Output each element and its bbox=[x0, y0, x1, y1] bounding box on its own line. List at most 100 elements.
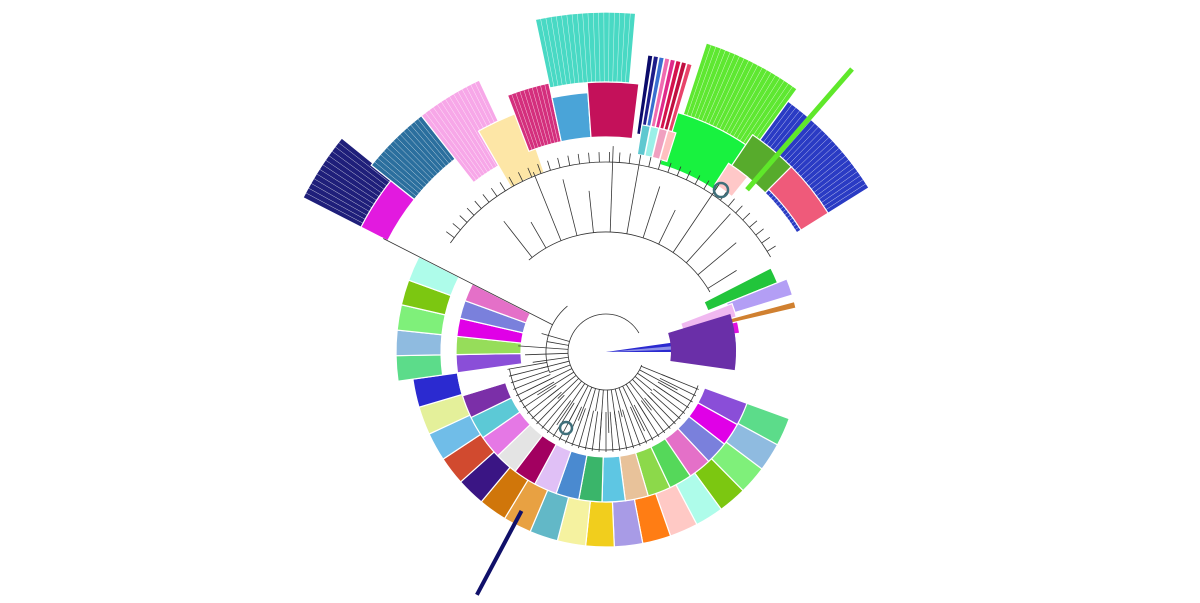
clade-wedge-w8-bar bbox=[571, 13, 580, 84]
clade-wedge-w4-bar bbox=[449, 96, 494, 169]
tree-branch bbox=[507, 362, 547, 370]
clade-wedge-w8-bar bbox=[582, 12, 588, 83]
tree-branch bbox=[642, 186, 661, 238]
clade-wedge-w4-bar bbox=[453, 93, 497, 168]
tree-branches bbox=[383, 146, 776, 452]
tree-branch bbox=[628, 153, 631, 164]
tree-branch bbox=[697, 242, 737, 276]
tree-branch bbox=[672, 184, 720, 253]
tree-branch bbox=[537, 163, 542, 174]
tree-branch bbox=[609, 411, 614, 452]
tree-branch bbox=[618, 152, 621, 163]
tree-branch bbox=[383, 238, 553, 326]
clade-wedge-w8-bar bbox=[577, 13, 584, 83]
tree-branch bbox=[537, 371, 574, 396]
tree-branch bbox=[629, 381, 652, 411]
tree-branch bbox=[647, 394, 676, 425]
tree-branch bbox=[658, 209, 676, 245]
clade-wedge-w6-bar bbox=[527, 88, 546, 146]
clade-wedge-w8-bar bbox=[620, 12, 626, 83]
tree-branch bbox=[564, 406, 582, 444]
tree-branch bbox=[640, 400, 666, 434]
clade-wedge-w4-bar bbox=[440, 101, 488, 173]
clade-wedge-w2-bar bbox=[389, 143, 430, 183]
tree-branch bbox=[667, 162, 672, 173]
clade-wedge-w8-bar bbox=[592, 12, 597, 83]
tree-branch bbox=[557, 378, 579, 399]
tree-branch bbox=[482, 194, 490, 203]
clade-wedge-w8-bar bbox=[550, 16, 563, 86]
clade-wedge-w8 bbox=[534, 11, 637, 89]
tree-branch bbox=[588, 190, 594, 233]
tree-branch bbox=[703, 180, 710, 190]
clade-wedge-w4-bar bbox=[428, 109, 480, 179]
tree-branch bbox=[547, 160, 551, 171]
tree-branch bbox=[638, 154, 642, 165]
tree-branch bbox=[657, 381, 693, 403]
center-fan-band bbox=[668, 313, 736, 371]
clade-wedge-w8-bar bbox=[555, 15, 567, 85]
clade-wedge-w2-bar bbox=[392, 140, 433, 180]
clade-wedge-w6-bar bbox=[535, 85, 552, 145]
tree-branch bbox=[630, 406, 648, 444]
tree-branch bbox=[546, 400, 572, 434]
tree-branch bbox=[648, 157, 652, 167]
clade-wedge-w4-bar bbox=[436, 103, 486, 175]
highlight-ray-h2 bbox=[475, 509, 524, 596]
tree-branch bbox=[446, 231, 455, 238]
tree-branch bbox=[518, 345, 569, 350]
clade-wedge-w4-bar bbox=[424, 112, 477, 181]
tree-branch bbox=[584, 410, 594, 450]
clade-wedge-w6-bar bbox=[540, 84, 555, 144]
clade-wedge-w2-bar bbox=[410, 124, 447, 167]
tree-branch bbox=[459, 215, 468, 223]
tree-branch bbox=[588, 152, 590, 163]
tree-branch bbox=[749, 220, 758, 228]
tree-branch bbox=[578, 409, 590, 449]
tree-arc bbox=[567, 313, 643, 391]
tree-branch bbox=[659, 377, 697, 397]
tree-branch bbox=[532, 171, 562, 241]
tree-branch bbox=[598, 411, 603, 452]
clade-wedge-w4-bar bbox=[432, 106, 483, 177]
tree-branch bbox=[515, 377, 553, 397]
tree-branch bbox=[499, 182, 506, 192]
tree-branch bbox=[577, 387, 593, 421]
clade-wedge-w8-bar bbox=[566, 14, 576, 84]
tree-branch bbox=[571, 408, 586, 447]
tree-branch bbox=[742, 212, 751, 221]
tree-branch bbox=[541, 333, 570, 342]
clade-wedge-w6-bar bbox=[523, 89, 542, 147]
clade-wedge-w2-bar bbox=[374, 161, 417, 197]
tree-branch bbox=[694, 175, 701, 185]
clade-wedge-w6-bar bbox=[519, 90, 539, 148]
tree-branch bbox=[530, 221, 547, 249]
tree-branch bbox=[531, 391, 562, 420]
tree-branch bbox=[508, 176, 515, 187]
clade-wedge-w8-bar bbox=[598, 12, 601, 83]
tree-branch bbox=[532, 356, 569, 363]
tree-branch bbox=[626, 408, 641, 447]
tree-branch bbox=[761, 236, 771, 244]
tree-branch bbox=[634, 376, 653, 391]
tree-branch bbox=[626, 164, 640, 234]
tree-branch bbox=[657, 159, 662, 170]
tree-branch bbox=[618, 410, 628, 450]
clade-wedge-w8-bar bbox=[625, 12, 631, 83]
tree-branch bbox=[637, 402, 660, 438]
clade-wedges bbox=[302, 11, 870, 548]
tree-branch bbox=[622, 385, 645, 432]
inner-stripe-wedge bbox=[659, 129, 677, 163]
tree-branch bbox=[644, 397, 671, 429]
tree-branch bbox=[618, 387, 627, 409]
tree-branch bbox=[466, 207, 475, 216]
tree-branch bbox=[549, 364, 571, 373]
tree-branch bbox=[503, 220, 533, 258]
clade-wedge-w6-bar bbox=[531, 87, 549, 145]
tree-arc bbox=[545, 305, 568, 373]
tree-branch bbox=[685, 170, 691, 180]
tree-branch bbox=[557, 157, 561, 168]
clade-wedge-w8-bar bbox=[545, 17, 559, 87]
tree-branch bbox=[452, 223, 461, 231]
